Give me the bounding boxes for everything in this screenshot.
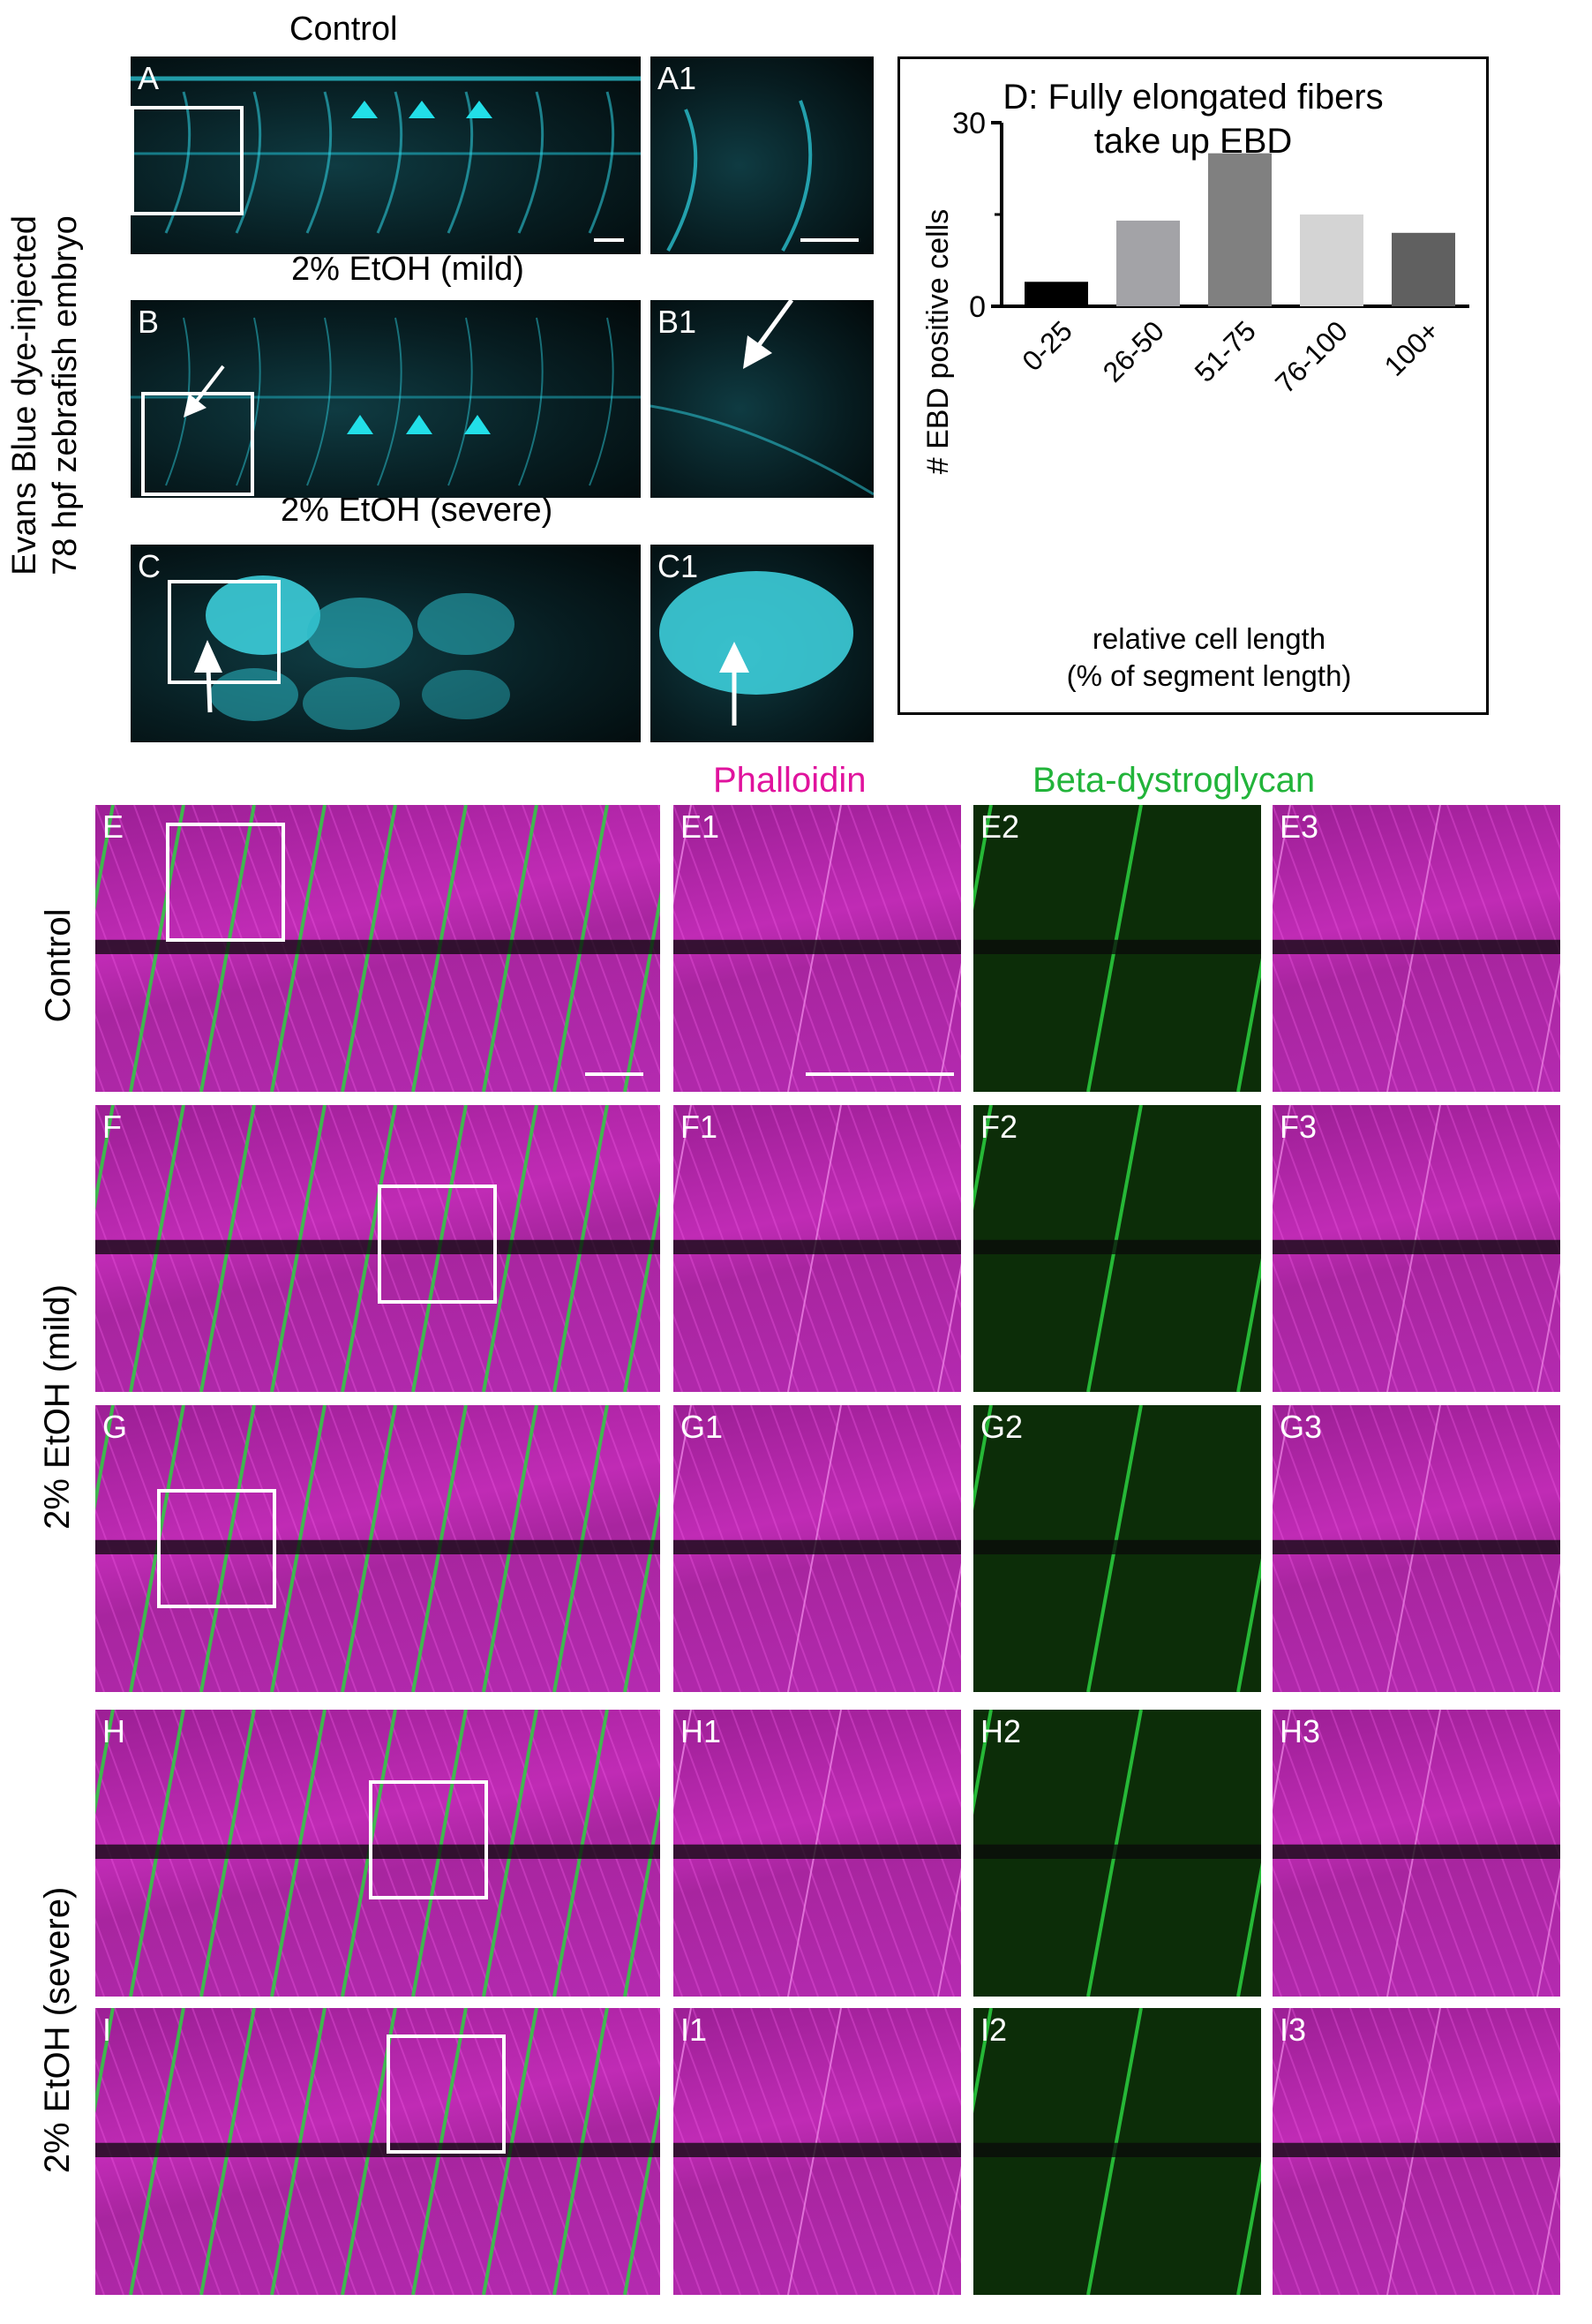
panel-label: F (102, 1109, 122, 1145)
x-tick-label: 76-100 (1269, 314, 1354, 399)
zoom-box (369, 1780, 488, 1899)
panel-c1-label: C1 (657, 548, 699, 584)
panel-label: I2 (980, 2012, 1008, 2048)
panel-f3-image: F3 (1273, 1105, 1560, 1392)
panel-label: I (102, 2012, 112, 2048)
panel-label: H2 (980, 1713, 1022, 1749)
panel-i1-image: I1 (673, 2008, 961, 2295)
panel-a1-label: A1 (657, 60, 697, 96)
panel-label: F1 (680, 1109, 718, 1145)
x-tick-label: 100+ (1378, 314, 1446, 381)
panel-b1-label: B1 (657, 304, 697, 340)
row-title-mild: 2% EtOH (mild) (291, 251, 524, 288)
panel-b-label: B (138, 304, 160, 340)
panel-label: F2 (980, 1109, 1018, 1145)
side-label-evans-blue: Evans Blue dye-injected 78 hpf zebrafish… (4, 166, 93, 625)
zoom-box-a (131, 106, 244, 215)
panel-i2-image: I2 (973, 2008, 1261, 2295)
panel-label: H (102, 1713, 125, 1749)
panel-f2-image: F2 (973, 1105, 1261, 1392)
x-tick-label: 51-75 (1189, 314, 1262, 387)
panel-a1-svg (666, 100, 813, 252)
x-tick-label: 0-25 (1016, 314, 1078, 377)
scale-bar-a1 (800, 238, 859, 242)
bar-76-100 (1300, 214, 1363, 306)
bar-0-25 (1025, 282, 1088, 306)
panel-label: I3 (1280, 2012, 1307, 2048)
panel-g2-image: G2 (973, 1405, 1261, 1692)
panel-label: F3 (1280, 1109, 1318, 1145)
zoom-box (166, 823, 285, 942)
panel-i-image: I (95, 2008, 660, 2295)
scale-bar (585, 1072, 643, 1076)
panel-label: E (102, 809, 124, 845)
zoom-box-c (168, 580, 281, 684)
panel-c-image: C (131, 545, 641, 742)
panel-b-svg (131, 317, 641, 486)
panel-c-label: C (138, 548, 161, 584)
panel-a-svg (131, 76, 641, 234)
chart-x-label-line-2: (% of segment length) (1066, 659, 1352, 692)
panel-label: G3 (1280, 1409, 1323, 1445)
panel-label: H3 (1280, 1713, 1321, 1749)
scale-bar (806, 1072, 954, 1076)
chart-d-frame: D: Fully elongated fibers take up EBD # … (897, 56, 1489, 715)
chart-title-line-1: D: Fully elongated fibers (1003, 78, 1384, 117)
panel-e-image: E (95, 805, 660, 1092)
panel-c1-image: C1 (650, 545, 874, 742)
bar-51-75 (1208, 153, 1272, 306)
panel-i3-image: I3 (1273, 2008, 1560, 2295)
panel-label: E2 (980, 809, 1020, 845)
panel-g-image: G (95, 1405, 660, 1692)
y-tick-label: 30 (952, 107, 986, 140)
panel-e1-image: E1 (673, 805, 961, 1092)
bar-100+ (1392, 232, 1455, 306)
panel-g1-image: G1 (673, 1405, 961, 1692)
panel-label: H1 (680, 1713, 722, 1749)
zoom-box (378, 1185, 497, 1304)
panel-h1-image: H1 (673, 1710, 961, 1997)
panel-label: G (102, 1409, 128, 1445)
panel-c-svg (194, 575, 514, 730)
x-tick-label: 26-50 (1097, 314, 1170, 387)
panel-a-label: A (138, 60, 160, 96)
panel-b1-svg (650, 300, 874, 496)
side-label-line-1: Evans Blue dye-injected (6, 215, 43, 575)
panel-b1-image: B1 (650, 300, 874, 498)
panel-label: I1 (680, 2012, 708, 2048)
side-label-control: Control (39, 908, 78, 1023)
chart-plot: 0 30 0-25 26-50 51-75 76-100 100+ (952, 107, 1469, 399)
y-tick-label: 0 (969, 290, 986, 324)
panel-a1-image: A1 (650, 56, 874, 254)
panel-h2-image: H2 (973, 1710, 1261, 1997)
panel-b-image: B (131, 300, 641, 498)
chart-x-label-line-1: relative cell length (1092, 622, 1326, 655)
zoom-box (387, 2034, 506, 2154)
panel-label: G1 (680, 1409, 724, 1445)
panel-h-image: H (95, 1710, 660, 1997)
bar-26-50 (1116, 220, 1180, 306)
panel-h3-image: H3 (1273, 1710, 1560, 1997)
panel-label: E3 (1280, 809, 1319, 845)
panel-e2-image: E2 (973, 805, 1261, 1092)
row-title-control: Control (289, 11, 398, 48)
panel-f1-image: F1 (673, 1105, 961, 1392)
zoom-box (157, 1489, 276, 1608)
scale-bar-a (594, 238, 624, 242)
panel-e3-image: E3 (1273, 805, 1560, 1092)
panel-g3-image: G3 (1273, 1405, 1560, 1692)
panel-a-image: A (131, 56, 641, 254)
side-label-line-2: 78 hpf zebrafish embryo (47, 215, 84, 575)
panel-label: G2 (980, 1409, 1024, 1445)
zoom-box-b (141, 392, 254, 496)
chart-x-label: relative cell length (% of segment lengt… (962, 620, 1456, 695)
panel-label: E1 (680, 809, 720, 845)
panel-c1-svg (659, 571, 853, 726)
side-label-mild: 2% EtOH (mild) (38, 1284, 77, 1530)
header-beta-dystroglycan: Beta-dystroglycan (1033, 761, 1316, 800)
header-phalloidin: Phalloidin (713, 761, 867, 800)
row-title-severe: 2% EtOH (severe) (281, 492, 553, 529)
side-label-severe: 2% EtOH (severe) (38, 1886, 77, 2174)
panel-f-image: F (95, 1105, 660, 1392)
